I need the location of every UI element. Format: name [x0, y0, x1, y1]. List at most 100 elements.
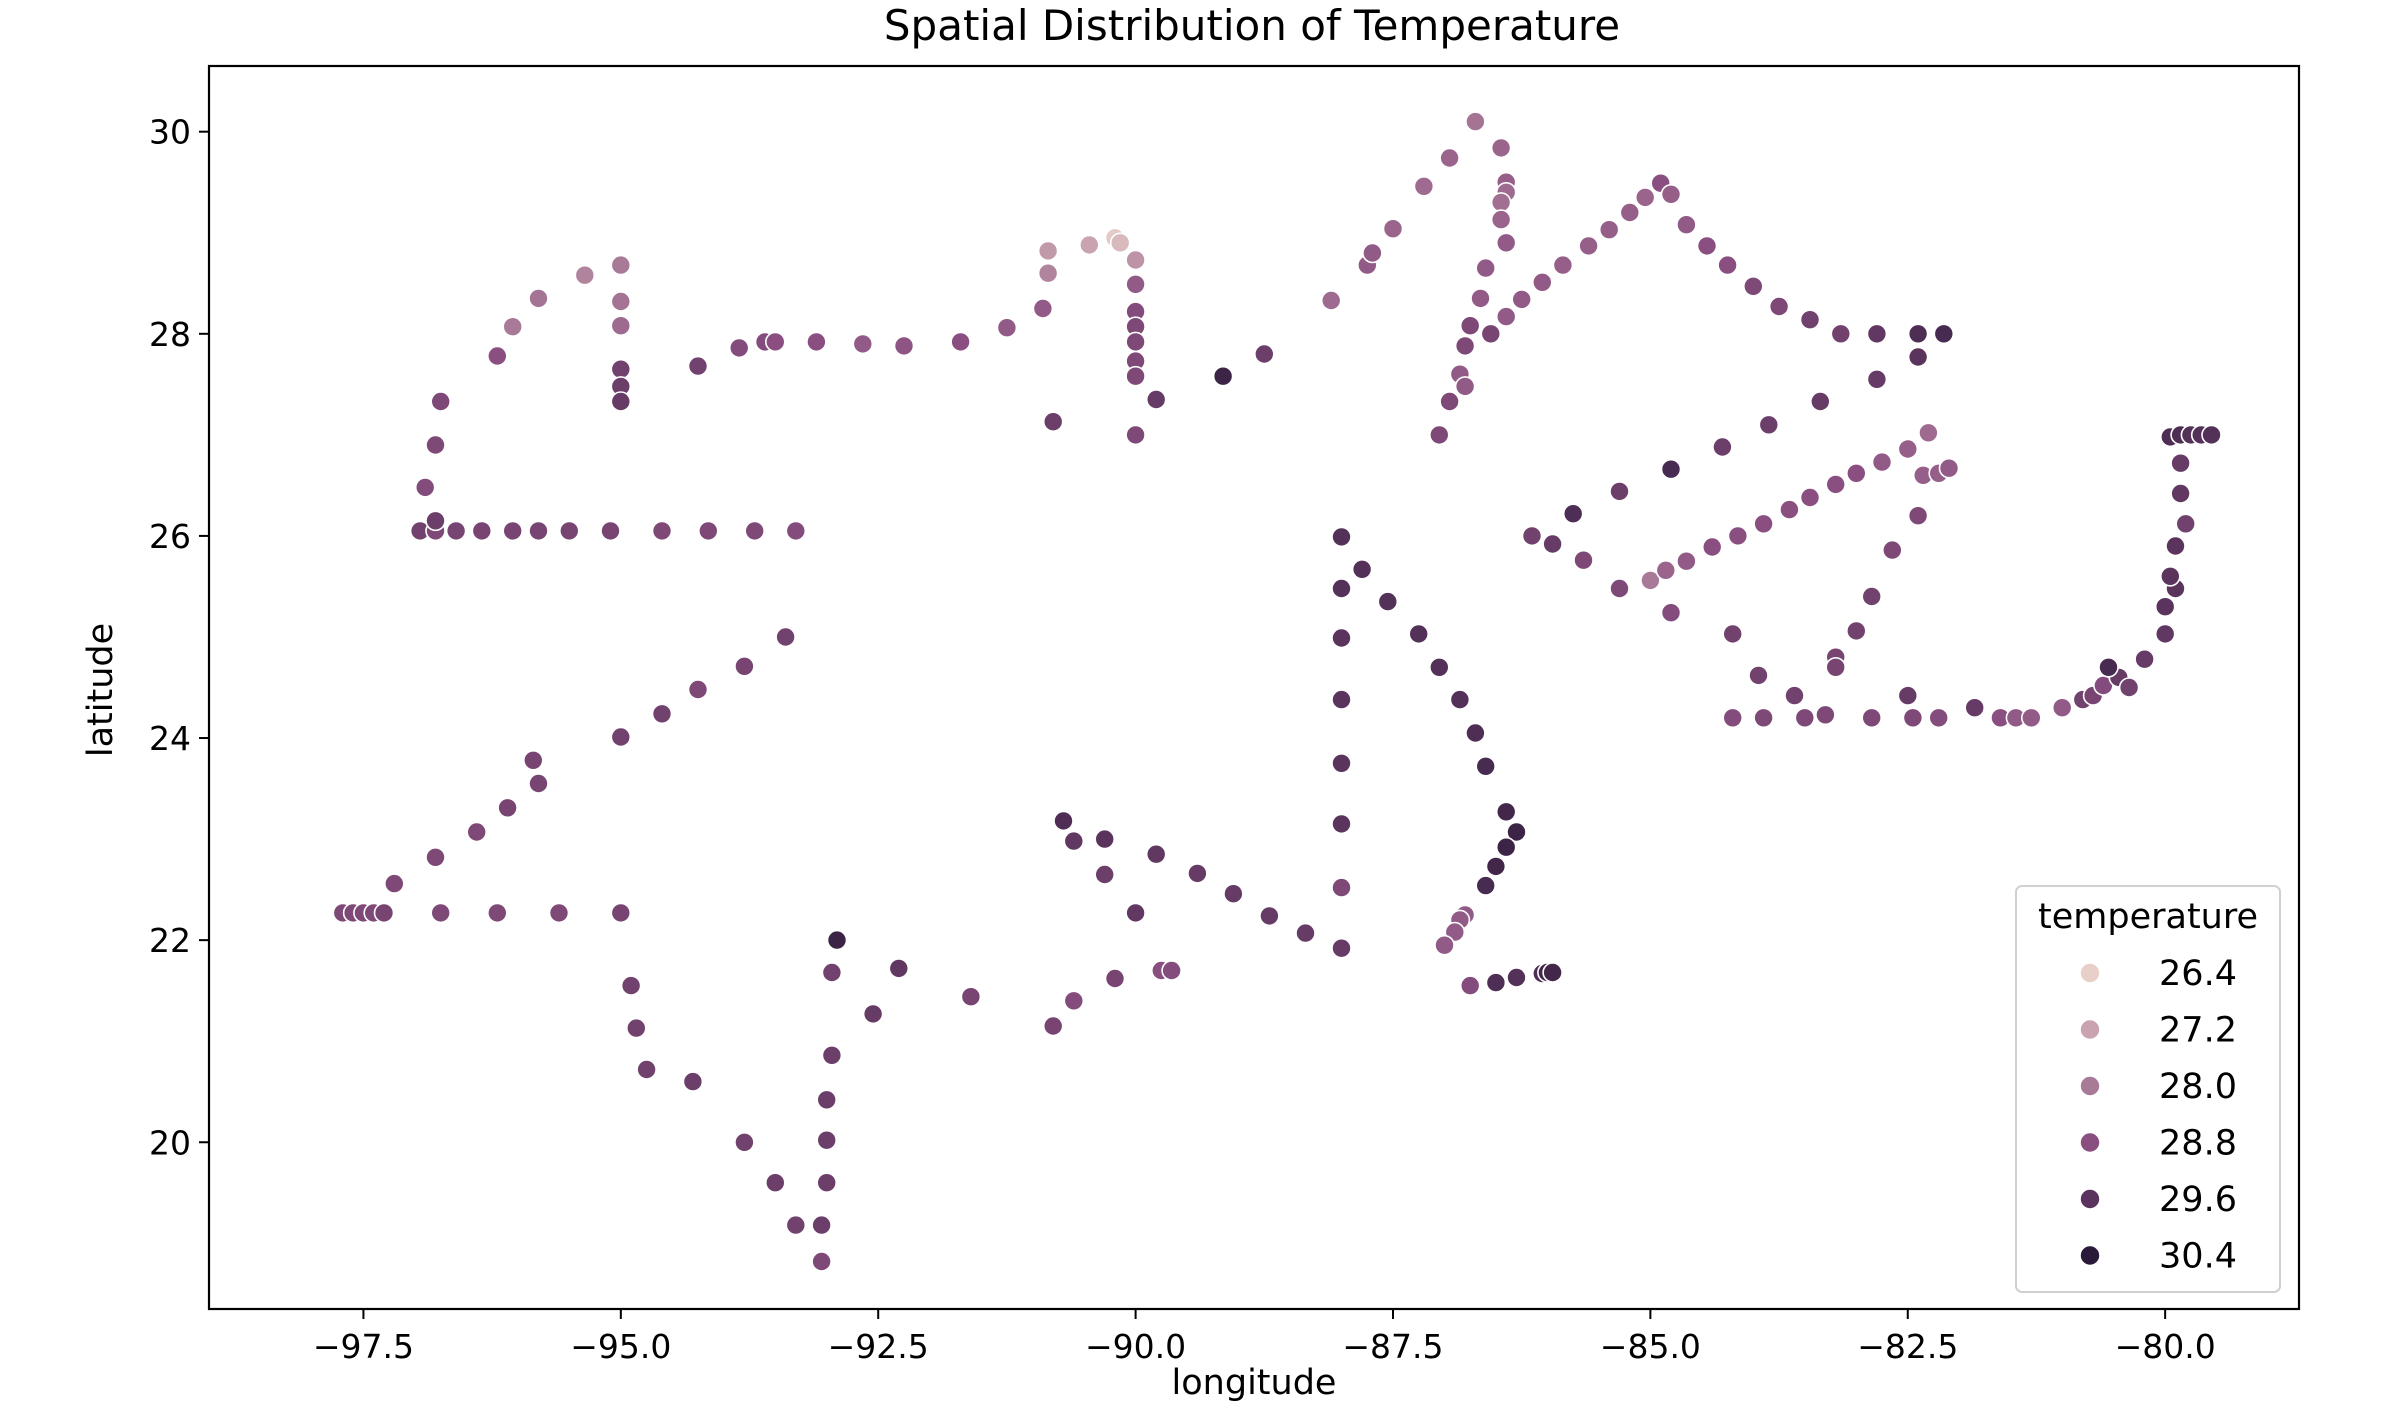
- legend-label: 29.6: [2159, 1180, 2237, 1220]
- data-point: [1676, 550, 1697, 572]
- data-point: [466, 821, 488, 843]
- data-point: [1753, 513, 1774, 535]
- data-point: [1748, 665, 1769, 686]
- data-point: [1573, 549, 1594, 571]
- data-point: [1902, 707, 1924, 729]
- data-point: [1212, 365, 1234, 387]
- data-point: [1743, 275, 1764, 297]
- data-point: [1655, 559, 1677, 581]
- data-point: [610, 358, 632, 380]
- data-point: [1907, 323, 1929, 345]
- legend-marker: [2079, 962, 2101, 984]
- data-point: [425, 434, 446, 456]
- x-tick-label: −82.5: [1857, 1327, 1958, 1366]
- data-point: [1495, 836, 1517, 858]
- data-point: [1779, 499, 1800, 520]
- chart-title: Spatial Distribution of Temperature: [884, 1, 1620, 50]
- data-point: [1470, 288, 1491, 309]
- legend-title: temperature: [2038, 897, 2258, 937]
- y-tick-label: 30: [149, 113, 191, 152]
- data-point: [2160, 565, 2181, 587]
- data-point: [1063, 990, 1085, 1012]
- data-point: [1532, 271, 1553, 293]
- data-point: [862, 1003, 884, 1025]
- data-point: [502, 520, 524, 542]
- data-point: [1542, 962, 1563, 983]
- y-tick-label: 22: [149, 921, 191, 960]
- data-point: [744, 520, 766, 542]
- data-point: [548, 902, 570, 924]
- data-point: [1125, 273, 1146, 295]
- legend-marker: [2079, 1188, 2101, 1210]
- data-point: [821, 962, 843, 983]
- data-point: [1815, 704, 1836, 726]
- x-tick-label: −92.5: [828, 1327, 929, 1366]
- y-axis-ticks: 20 22 24 26 28 30: [149, 113, 209, 1162]
- data-point: [1145, 843, 1167, 865]
- data-point: [1465, 722, 1486, 744]
- y-tick-label: 28: [149, 315, 191, 354]
- data-point: [1722, 623, 1743, 645]
- data-point: [2170, 452, 2191, 474]
- data-point: [1609, 481, 1630, 502]
- y-tick-label: 24: [149, 719, 191, 758]
- data-point: [522, 749, 544, 771]
- data-point: [1784, 685, 1805, 706]
- data-point: [1254, 343, 1275, 365]
- data-point: [1846, 462, 1867, 484]
- data-point: [1506, 821, 1527, 843]
- data-point: [1109, 232, 1131, 254]
- data-point: [1861, 586, 1882, 607]
- data-point: [1619, 202, 1641, 223]
- data-point: [2051, 697, 2073, 719]
- data-point: [1331, 526, 1352, 548]
- data-point: [610, 726, 632, 748]
- data-point: [1259, 905, 1280, 927]
- data-point: [610, 254, 632, 276]
- data-point: [430, 902, 452, 924]
- legend-label: 27.2: [2159, 1011, 2237, 1051]
- legend-label: 26.4: [2159, 954, 2237, 994]
- data-point: [1187, 863, 1208, 884]
- data-point: [471, 520, 493, 542]
- data-point: [1727, 525, 1749, 547]
- data-point: [2021, 707, 2042, 729]
- x-tick-label: −95.0: [570, 1327, 671, 1366]
- data-point: [414, 477, 436, 498]
- data-point: [1768, 296, 1790, 317]
- data-point: [811, 1251, 832, 1272]
- data-point: [1871, 451, 1893, 473]
- points-layer: [332, 111, 2222, 1272]
- data-point: [1439, 391, 1460, 412]
- data-point: [1037, 262, 1059, 284]
- data-point: [1810, 391, 1831, 412]
- data-point: [1439, 147, 1460, 169]
- data-point: [610, 391, 632, 412]
- data-point: [888, 958, 910, 979]
- y-tick-label: 26: [149, 517, 191, 556]
- data-point: [1598, 219, 1620, 240]
- data-point: [2098, 656, 2119, 678]
- legend-label: 28.0: [2159, 1067, 2237, 1107]
- data-point: [1094, 828, 1115, 850]
- data-point: [486, 902, 508, 924]
- data-point: [1037, 240, 1059, 262]
- data-point: [1454, 335, 1476, 357]
- data-point: [1079, 234, 1100, 256]
- data-point: [1799, 487, 1821, 508]
- data-point: [687, 355, 709, 377]
- data-point: [1830, 323, 1852, 345]
- x-tick-label: −97.5: [313, 1327, 414, 1366]
- data-point: [1495, 801, 1517, 823]
- data-point: [528, 773, 549, 794]
- data-point: [1408, 623, 1429, 645]
- data-point: [1053, 810, 1074, 832]
- legend-label: 30.4: [2159, 1237, 2237, 1277]
- data-point: [1331, 752, 1352, 774]
- y-axis-label: latitude: [81, 623, 121, 757]
- data-point: [1660, 602, 1682, 624]
- data-point: [1552, 254, 1574, 276]
- data-point: [950, 331, 971, 353]
- data-point: [651, 703, 673, 725]
